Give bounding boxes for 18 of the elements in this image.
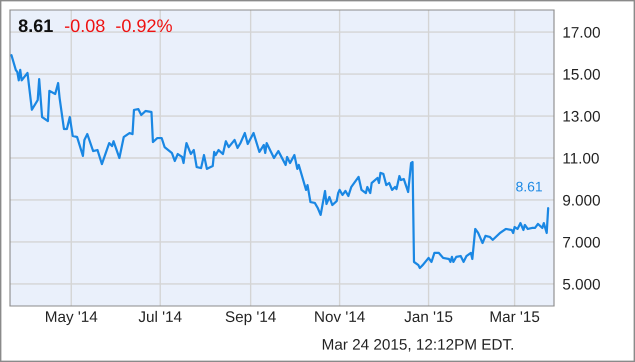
x-tick-label: Jan '15 (404, 311, 452, 322)
x-tick-label: May '14 (46, 311, 98, 326)
x-tick-label: Nov '14 (315, 311, 365, 322)
line-series (10, 54, 550, 270)
annotation: 8.61 (516, 182, 542, 192)
x-tick-label: Jul '14 (138, 310, 182, 322)
y-tick-label: 15.00 (564, 68, 600, 80)
y-tick-label: 13.00 (564, 110, 600, 122)
y-tick-label: 7.000 (563, 236, 600, 248)
y-tick-label: 17.00 (564, 26, 600, 38)
y-tick-label: 5.000 (562, 278, 600, 290)
text: Mar 24 2015, 12:12PM EDT. (322, 338, 513, 352)
y-tick-label: 9.000 (563, 194, 600, 206)
x-tick-label: Sep '14 (226, 311, 276, 326)
y-tick-label: 11.00 (564, 152, 599, 164)
x-tick-label: Mar '15 (490, 311, 540, 322)
chart-subtitle: -0.08 -0.92% (64, 19, 172, 32)
chart-title: 8.61 (18, 19, 53, 32)
